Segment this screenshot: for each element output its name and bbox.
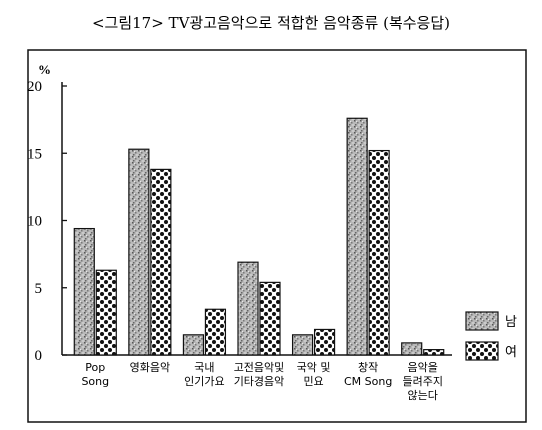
category-labels: Pop Song 영화음악 국내 인기가요 고전음악및 기타경음악 국악 및 민요 창작 CM So… [81,361,443,402]
category-label: Pop Song [81,361,109,388]
bar-male [73,227,95,356]
category-label: 음악을 들려주지 않는다 [402,361,442,402]
chart-title: <그림17> TV광고음악으로 적합한 음악종류 (복수응답) [92,14,450,32]
y-tick-label: 15 [27,146,42,162]
bar-male [346,117,368,356]
category-label-line: 창작 [358,361,378,374]
category-label-line: 국내 [194,361,214,374]
bar-male [128,148,150,356]
bar-female [95,269,117,356]
category-label-line: 인기가요 [184,375,224,388]
bars [73,117,445,356]
category-label-line: 영화음악 [130,361,170,374]
category-label: 국악 및 민요 [297,361,331,388]
category-label-line: CM Song [344,375,392,388]
bar-male [237,261,259,356]
category-label-line: Song [81,375,109,388]
legend-swatch [465,341,499,361]
category-label: 국내 인기가요 [184,361,224,388]
bar-female [204,308,227,356]
y-tick-label: 20 [27,79,42,95]
category-label: 영화음악 [130,361,170,374]
bar-female [150,168,172,356]
bar-female [368,149,390,356]
figure-border [27,49,527,423]
category-label-line: 음악을 [408,361,438,374]
category-label-line: 고전음악및 [234,361,285,374]
category-label: 창작 CM Song [344,361,392,388]
bar-male [401,342,423,356]
y-axis-unit: % [38,62,51,77]
legend: 남여 [465,311,517,361]
y-tick-label: 5 [35,281,43,297]
category-label-line: 들려주지 [402,375,442,388]
category-label-line: Pop [85,361,105,374]
y-tick-label: 10 [27,214,42,230]
bar-female [313,328,336,356]
category-label: 고전음악및 기타경음악 [234,361,285,388]
legend-label: 남 [505,315,517,330]
y-tick-label: 0 [35,348,43,364]
category-label-line: 민요 [303,375,323,388]
bar-female [423,349,445,356]
bar-female [259,281,281,356]
category-label-line: 않는다 [408,389,438,402]
bar-male [291,334,314,356]
category-label-line: 기타경음악 [234,375,285,388]
legend-swatch [465,311,499,331]
category-label-line: 국악 및 [297,361,331,374]
legend-label: 여 [505,345,517,360]
bar-male [182,334,205,356]
